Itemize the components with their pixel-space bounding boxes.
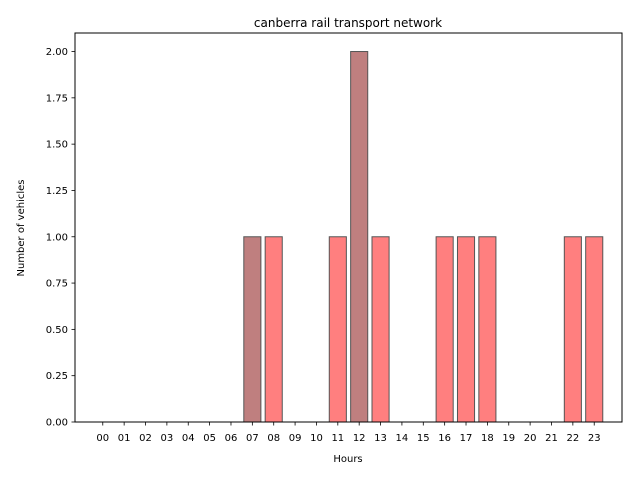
y-axis-label: Number of vehicles bbox=[16, 180, 27, 277]
x-tick-label: 02 bbox=[139, 433, 152, 444]
plot-frame bbox=[74, 32, 623, 423]
x-tick-label: 11 bbox=[331, 433, 344, 444]
bar-23 bbox=[585, 236, 604, 423]
x-tick-label: 05 bbox=[203, 433, 216, 444]
x-tick-label: 03 bbox=[161, 433, 174, 444]
y-tick-label: 1.75 bbox=[46, 93, 68, 104]
x-tick-label: 22 bbox=[566, 433, 579, 444]
x-tick-label: 16 bbox=[438, 433, 451, 444]
x-tick-label: 06 bbox=[225, 433, 238, 444]
x-tick-label: 14 bbox=[396, 433, 409, 444]
x-tick-label: 00 bbox=[96, 433, 109, 444]
x-tick-label: 10 bbox=[310, 433, 323, 444]
bar-08 bbox=[264, 236, 283, 423]
bar-22 bbox=[563, 236, 582, 423]
x-tick-label: 09 bbox=[289, 433, 302, 444]
bar-13 bbox=[371, 236, 390, 423]
bar-16 bbox=[435, 236, 454, 423]
x-tick-label: 21 bbox=[545, 433, 558, 444]
y-tick-label: 0.75 bbox=[46, 279, 68, 290]
bar-07 bbox=[243, 236, 262, 423]
y-tick-label: 1.00 bbox=[46, 232, 68, 243]
x-tick-label: 07 bbox=[246, 433, 259, 444]
bars-group bbox=[243, 51, 604, 423]
x-axis-ticks: 00 01 02 03 04 05 06 07 08 09 10 11 12 13 14 15 16 17 18 19… bbox=[96, 422, 601, 444]
bar-17 bbox=[456, 236, 476, 423]
x-tick-label: 23 bbox=[588, 433, 601, 444]
x-tick-label: 13 bbox=[374, 433, 387, 444]
y-tick-label: 1.50 bbox=[46, 140, 68, 151]
x-tick-label: 20 bbox=[524, 433, 537, 444]
x-tick-label: 12 bbox=[353, 433, 366, 444]
y-tick-label: 0.25 bbox=[46, 371, 68, 382]
y-tick-label: 2.00 bbox=[46, 47, 68, 58]
bar-12 bbox=[350, 51, 369, 423]
x-tick-label: 18 bbox=[481, 433, 494, 444]
x-tick-label: 08 bbox=[267, 433, 280, 444]
x-tick-label: 19 bbox=[502, 433, 515, 444]
bar-18 bbox=[478, 236, 497, 423]
x-tick-label: 15 bbox=[417, 433, 430, 444]
y-tick-label: 0.50 bbox=[46, 325, 68, 336]
chart-title: canberra rail transport network bbox=[254, 16, 442, 30]
y-tick-label: 0.00 bbox=[46, 418, 68, 429]
bar-11 bbox=[328, 236, 347, 423]
x-axis-label: Hours bbox=[333, 454, 362, 465]
y-axis-ticks: 0.00 0.25 0.50 0.75 1.00 1.25 1.50 1.75 2.00 bbox=[46, 47, 75, 429]
x-tick-label: 04 bbox=[182, 433, 195, 444]
x-tick-label: 17 bbox=[460, 433, 473, 444]
y-tick-label: 1.25 bbox=[46, 186, 68, 197]
x-tick-label: 01 bbox=[118, 433, 131, 444]
